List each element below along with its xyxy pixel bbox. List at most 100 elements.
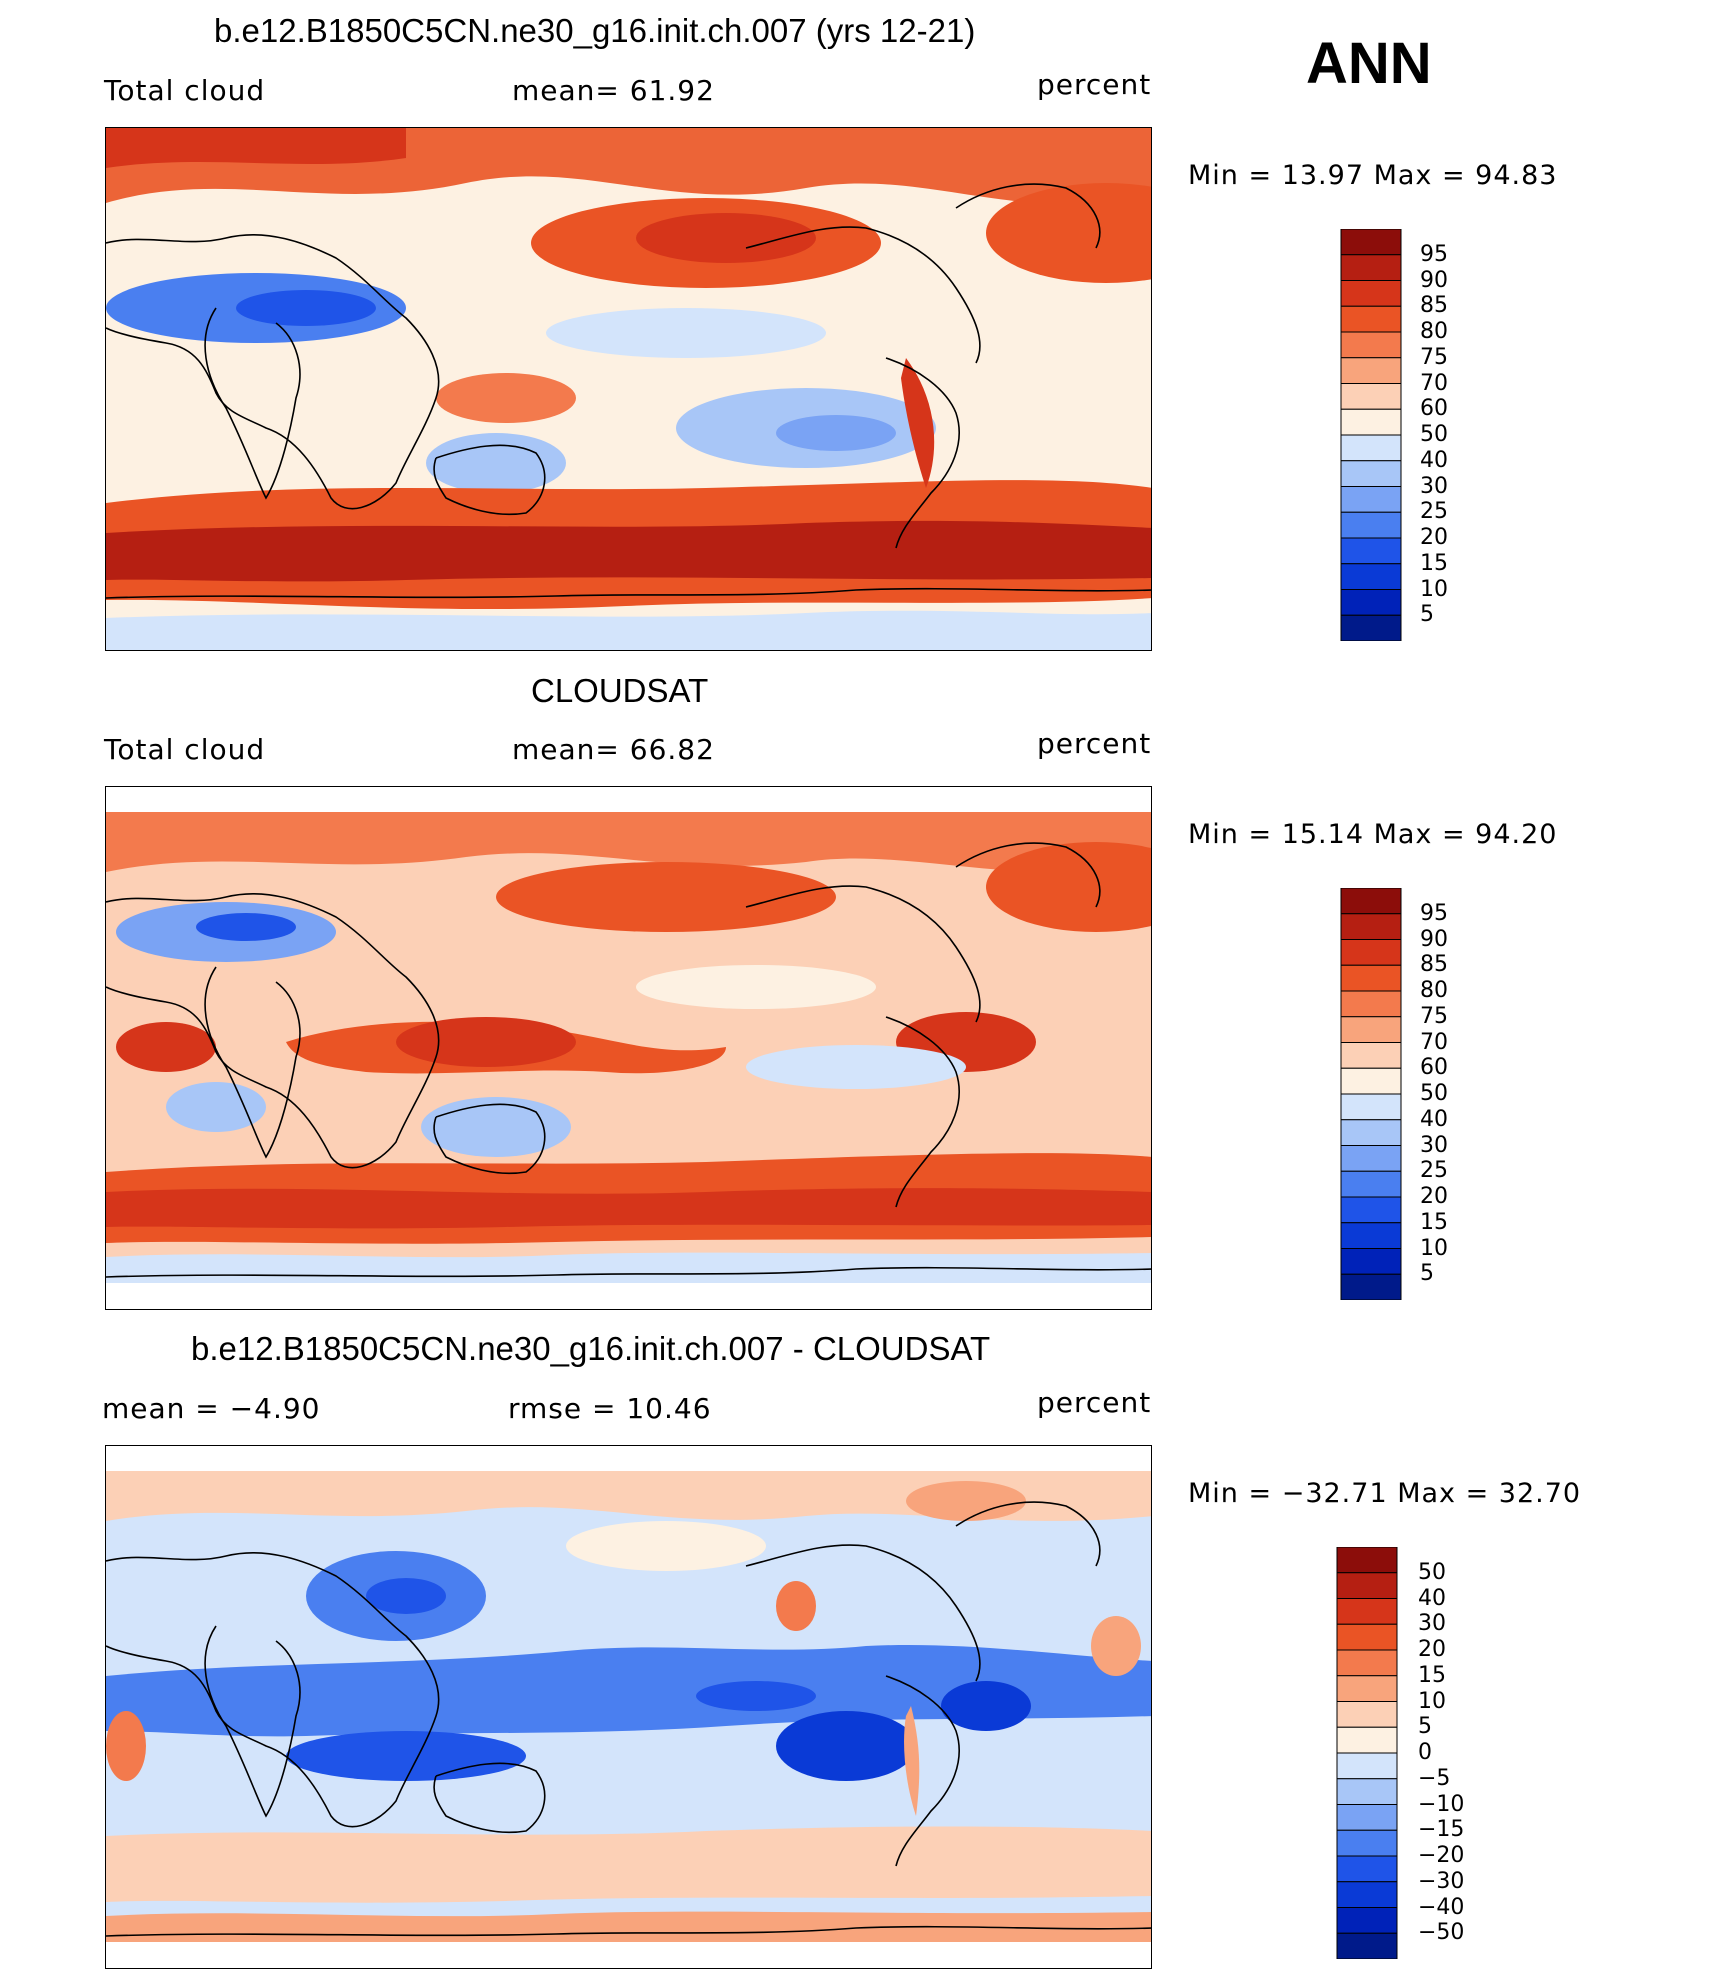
panel1-variable-label: Total cloud (104, 74, 266, 107)
panel3-colorbar-tick-label: −10 (1418, 1791, 1465, 1817)
panel3-coastlines (106, 1501, 1151, 1937)
panel2-colorbar-box (1340, 1248, 1402, 1275)
panel3-minmax: Min = −32.71 Max = 32.70 (1188, 1478, 1582, 1509)
panel3-colorbar-tick-label: −20 (1418, 1843, 1465, 1868)
panel1-arctic-core (106, 128, 406, 168)
panel2-spac-dry (746, 1045, 966, 1089)
panel1-colorbar-tick-label: 15 (1420, 550, 1448, 576)
panel3-colorbar-box (1336, 1829, 1398, 1857)
panel2-colorbar-tick-label: 15 (1420, 1209, 1448, 1235)
panel3-nodata-south (106, 1942, 1151, 1968)
panel2-colorbar-tick-label: 60 (1420, 1055, 1448, 1081)
panel2-units-label: percent (1037, 727, 1152, 760)
panel2-mean-label: mean= 66.82 (512, 733, 715, 766)
panel3-colorbar-tick-label: 0 (1418, 1740, 1432, 1765)
panel2-colorbar-box (1340, 1093, 1402, 1121)
panel2-colorbar-tick-label: 25 (1420, 1158, 1448, 1184)
panel3-colorbar-tick-label: 10 (1418, 1688, 1446, 1714)
panel3-colorbar-tick-label: −40 (1418, 1894, 1465, 1920)
panel3-colorbar-tick-label: −5 (1418, 1765, 1451, 1791)
panel2-colorbar-box (1340, 1119, 1402, 1146)
panel2-australia (421, 1097, 571, 1157)
panel2-colorbar-box (1340, 1042, 1402, 1069)
panel2-colorbar-box (1340, 1145, 1402, 1172)
panel3-colorbar-box (1336, 1675, 1398, 1702)
panel2-africa-convection (116, 1022, 216, 1072)
panel3-nodata-north (106, 1446, 1151, 1471)
panel2-variable-label: Total cloud (104, 733, 266, 766)
panel2-nodata-north (106, 787, 1151, 812)
panel1-colorbar-tick-label: 50 (1420, 422, 1448, 447)
panel3-colorbar-box (1336, 1598, 1398, 1625)
panel1-colorbar-tick-label: 85 (1420, 293, 1448, 319)
panel1-colorbar-box (1340, 357, 1402, 384)
panel3-asia-core (366, 1578, 446, 1614)
panel2-colorbar (1340, 887, 1402, 1305)
panel2-colorbar-box (1340, 1222, 1402, 1249)
panel2-south-africa (166, 1082, 266, 1132)
panel3-map (105, 1445, 1152, 1969)
panel2-sahara-core (196, 913, 296, 941)
panel1-colorbar-tick-label: 25 (1420, 499, 1448, 525)
panel3-colorbar-box (1336, 1546, 1398, 1574)
panel1-sahara-core (236, 290, 376, 326)
panel1-colorbar-box (1340, 614, 1402, 642)
panel3-title: b.e12.B1850C5CN.ne30_g16.init.ch.007 - C… (191, 1330, 991, 1367)
panel1-colorbar-tick-label: 20 (1420, 525, 1448, 550)
panel1-colorbar-box (1340, 563, 1402, 590)
panel1-minmax: Min = 13.97 Max = 94.83 (1188, 160, 1558, 191)
panel2-colorbar-tick-label: 75 (1420, 1003, 1448, 1029)
panel3-colorbar-box (1336, 1701, 1398, 1728)
panel2-colorbar-tick-label: 70 (1420, 1029, 1448, 1055)
panel1-units-label: percent (1037, 68, 1152, 101)
panel1-map-svg (106, 128, 1151, 650)
panel3-colorbar-tick-label: 30 (1418, 1611, 1446, 1637)
panel2-arctic-cloud (106, 812, 1151, 873)
panel3-colorbar-box (1336, 1752, 1398, 1780)
panel1-andes (901, 358, 935, 488)
panel3-colorbar-box (1336, 1726, 1398, 1754)
panel2-colorbar-tick-label: 90 (1420, 926, 1448, 952)
panel1-title: b.e12.B1850C5CN.ne30_g16.init.ch.007 (yr… (214, 12, 976, 49)
panel2-colorbar-box (1340, 1170, 1402, 1198)
panel3-mean-label: mean = −4.90 (102, 1392, 321, 1425)
panel2-colorbar-box (1340, 1273, 1402, 1301)
panel3-colorbar-tick-label: 20 (1418, 1637, 1446, 1662)
panel1-colorbar-tick-label: 75 (1420, 344, 1448, 370)
panel1-colorbar-tick-label: 10 (1420, 576, 1448, 602)
panel1-npac-core (636, 213, 816, 263)
panel2-colorbar-box (1340, 887, 1402, 915)
panel1-colorbar-tick-label: 60 (1420, 396, 1448, 422)
panel1-australia (426, 433, 566, 493)
panel3-map-svg (106, 1446, 1151, 1968)
panel2-southern-ocean-core (106, 1188, 1151, 1229)
panel2-colorbar-tick-label: 95 (1420, 900, 1448, 926)
panel1-colorbar-box (1340, 331, 1402, 359)
panel1-colorbar-box (1340, 434, 1402, 462)
panel3-colorbar-box (1336, 1932, 1398, 1960)
panel1-coastlines (106, 183, 1151, 599)
panel1-map (105, 127, 1152, 651)
panel3-namibia-bias (106, 1711, 146, 1781)
panel2-colorbar-box (1340, 1016, 1402, 1043)
panel2-title: CLOUDSAT (531, 672, 709, 709)
panel2-colorbar-tick-label: 30 (1420, 1132, 1448, 1158)
panel1-npac-dry (546, 308, 826, 358)
panel2-minmax: Min = 15.14 Max = 94.20 (1188, 819, 1558, 850)
panel1-colorbar-box (1340, 254, 1402, 281)
panel1-colorbar-box (1340, 280, 1402, 307)
panel3-arctic-bias (106, 1471, 1151, 1521)
panel1-colorbar-box (1340, 511, 1402, 539)
panel2-colorbar-svg (1340, 887, 1402, 1301)
panel3-epac-bias (776, 1711, 916, 1781)
panel2-colorbar-box (1340, 1067, 1402, 1095)
panel3-rmse-label: rmse = 10.46 (508, 1392, 712, 1425)
panel2-colorbar-tick-label: 85 (1420, 952, 1448, 978)
panel3-andes-bias (904, 1706, 920, 1816)
panel3-tropics-bias (106, 1645, 1151, 1737)
panel1-colorbar-box (1340, 408, 1402, 436)
panel3-colorbar-box (1336, 1623, 1398, 1651)
panel1-southern-ocean-core (106, 520, 1151, 582)
panel1-colorbar-box (1340, 537, 1402, 565)
panel2-colorbar-tick-label: 10 (1420, 1235, 1448, 1261)
